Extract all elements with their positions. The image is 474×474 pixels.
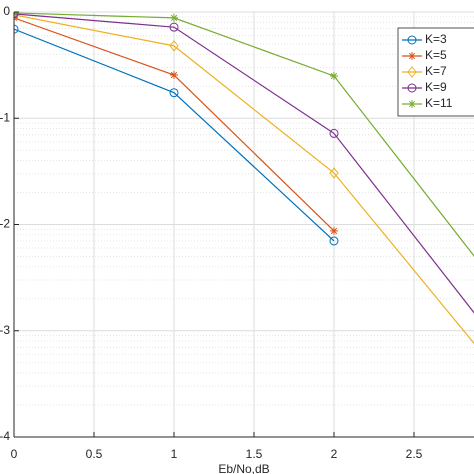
legend-label: K=9 [425, 80, 447, 94]
y-tick-label: -3 [0, 323, 10, 337]
marker [14, 24, 19, 34]
legend: K=3 K=5 K=7 K=9 K=11 [397, 27, 474, 117]
y-tick-label: -2 [0, 217, 10, 231]
x-tick-label: 1.5 [246, 447, 263, 461]
x-tick-label: 0.5 [86, 447, 103, 461]
x-tick-label: 0 [11, 447, 18, 461]
y-tick-label: 0 [3, 4, 10, 18]
marker [170, 13, 178, 22]
y-tick-label: -4 [0, 429, 10, 443]
x-tick-label: 1 [171, 447, 178, 461]
legend-label: K=3 [425, 32, 447, 46]
marker [14, 12, 19, 19]
marker [330, 226, 338, 235]
series-line [14, 12, 474, 257]
grid [13, 11, 474, 438]
marker [170, 71, 178, 80]
series-line [14, 14, 474, 345]
marker [407, 83, 417, 93]
marker [408, 52, 416, 60]
marker [329, 167, 339, 179]
legend-label: K=5 [425, 48, 447, 62]
marker [169, 22, 179, 32]
x-tick-label: 2 [331, 447, 338, 461]
marker [329, 236, 339, 246]
legend-label: K=7 [425, 64, 447, 78]
axis-labels: 0-1-2-3-40 0.5 1 1.5 2 2.5 [0, 4, 423, 461]
x-tick-label: 2.5 [406, 447, 423, 461]
legend-label: K=11 [425, 96, 453, 110]
x-axis-label: Eb/No,dB [218, 462, 269, 474]
marker [330, 71, 338, 80]
y-tick-label: -1 [0, 110, 10, 124]
series-line [14, 28, 335, 242]
marker [169, 88, 179, 98]
series-group [14, 12, 474, 345]
marker [407, 35, 417, 45]
marker [407, 66, 417, 78]
series-line [14, 13, 474, 314]
marker [169, 40, 179, 52]
marker [408, 100, 416, 108]
marker [329, 128, 339, 138]
